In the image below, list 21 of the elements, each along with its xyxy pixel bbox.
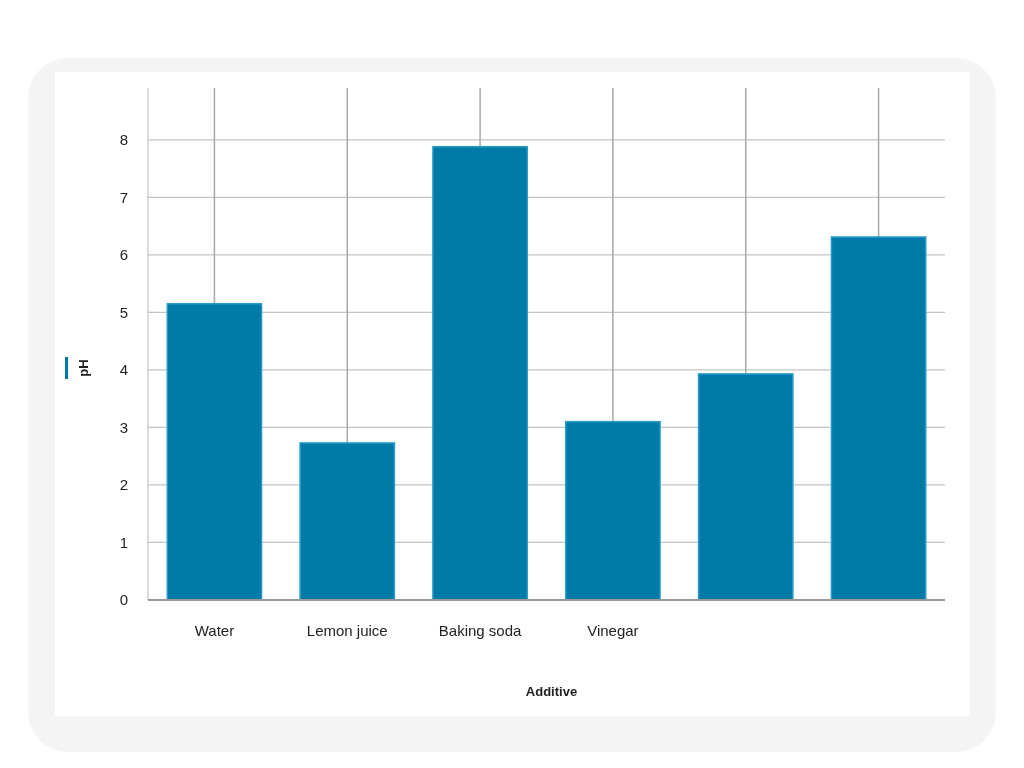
y-tick-label: 8	[119, 131, 128, 149]
y-tick-label: 5	[119, 303, 128, 321]
x-tick-label: Vinegar	[587, 622, 639, 639]
x-axis-title: Additive	[525, 684, 578, 699]
y-tick-label: 0	[119, 591, 128, 609]
y-tick-label: 7	[119, 188, 128, 206]
bar	[166, 302, 263, 601]
y-tick-label: 3	[119, 418, 128, 436]
bar	[432, 145, 528, 601]
y-tick-label: 1	[119, 533, 128, 551]
bar	[697, 373, 794, 601]
x-tick-label: Water	[194, 622, 235, 639]
bar	[299, 442, 396, 601]
y-tick-label: 6	[119, 246, 128, 264]
bar	[830, 236, 927, 601]
bar	[565, 420, 661, 601]
x-tick-label: Baking soda	[438, 622, 523, 639]
y-axis-title: pH	[76, 359, 91, 377]
y-tick-label: 4	[119, 361, 128, 379]
x-tick-label: Lemon juice	[306, 622, 388, 639]
y-tick-label: 2	[119, 476, 128, 494]
